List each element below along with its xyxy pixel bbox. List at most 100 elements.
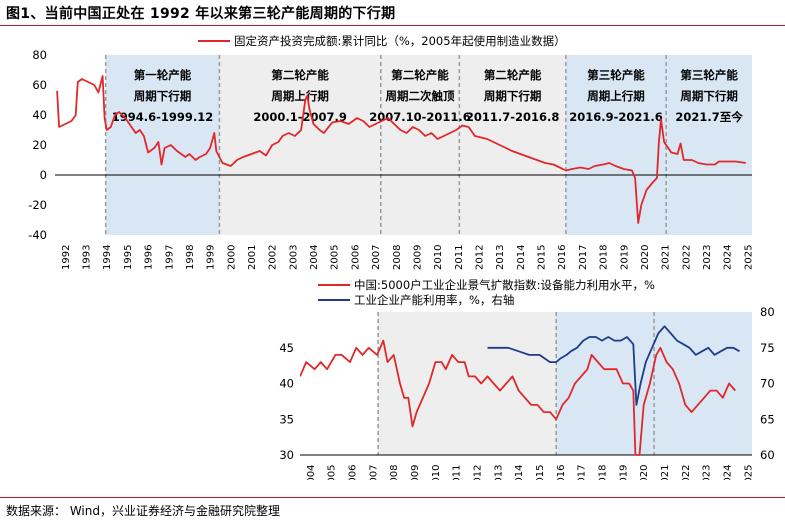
- x-tick-label: 2012: [474, 245, 485, 270]
- phase-label-line: 第二轮产能: [391, 68, 449, 82]
- legend-utilization: 工业企业产能利用率，%，右轴: [354, 293, 514, 307]
- x-tick-label: 2002: [268, 245, 279, 270]
- x-tick-label: 2022: [681, 465, 692, 481]
- x-tick-label: 2016: [556, 465, 567, 481]
- x-tick-label: 2018: [598, 465, 609, 481]
- y-tick-label: 40: [32, 108, 47, 122]
- y-right-tick-label: 65: [760, 412, 775, 426]
- y-right-tick-label: 70: [760, 377, 775, 391]
- y-tick-label: 80: [32, 48, 47, 62]
- capacity-utilization-line: [487, 325, 740, 406]
- phase-label-line: 2021.7至今: [675, 110, 743, 124]
- x-tick-label: 2023: [702, 245, 713, 270]
- x-tick-label: 1993: [82, 245, 93, 270]
- phase-shade-3: [459, 55, 566, 235]
- y-left-tick-label: 30: [279, 448, 294, 462]
- phase-label-line: 周期下行期: [134, 89, 192, 103]
- x-tick-label: 1996: [144, 245, 155, 270]
- y-tick-label: 60: [32, 78, 47, 92]
- x-tick-label: 2015: [537, 245, 548, 270]
- phase-label-line: 2011.7-2016.8: [466, 110, 560, 124]
- x-tick-label: 2024: [723, 465, 734, 481]
- x-tick-label: 2004: [306, 465, 317, 481]
- x-tick-label: 2013: [495, 245, 506, 270]
- y-right-tick-label: 60: [760, 448, 775, 462]
- phase-label-line: 周期下行期: [484, 89, 542, 103]
- source-note: 数据来源： Wind，兴业证券经济与金融研究院整理: [6, 504, 280, 518]
- x-tick-label: 2022: [681, 245, 692, 270]
- x-tick-label: 2020: [639, 465, 650, 481]
- phase-label-line: 1994.6-1999.12: [112, 110, 214, 124]
- phase-label-line: 2016.9-2021.6: [569, 110, 663, 124]
- x-tick-label: 1995: [123, 245, 134, 270]
- y-left-tick-label: 35: [279, 412, 294, 426]
- phase-shade-2: [380, 55, 460, 235]
- x-tick-label: 2006: [348, 465, 359, 481]
- x-tick-label: 1992: [61, 245, 72, 270]
- phase-shade-4: [565, 55, 667, 235]
- x-tick-label: 2001: [247, 245, 258, 270]
- x-tick-label: 2017: [577, 465, 588, 481]
- y-tick-label: -40: [28, 228, 47, 242]
- x-tick-label: 2016: [557, 245, 568, 270]
- source-rule: [0, 497, 785, 498]
- x-tick-label: 2013: [493, 465, 504, 481]
- y-right-tick-label: 80: [760, 305, 775, 319]
- investment-growth-line: [56, 75, 746, 224]
- x-tick-label: 2021: [661, 245, 672, 270]
- phase-shade-1: [219, 55, 381, 235]
- x-tick-label: 2019: [618, 465, 629, 481]
- y-left-tick-label: 40: [279, 377, 294, 391]
- phase-label-line: 周期上行期: [587, 89, 645, 103]
- x-tick-label: 2025: [743, 465, 754, 481]
- chart-capacity-utilization: 45 40 35 30 80 75 70 65 60 2004 2005 2006 2007 2008 20…: [279, 278, 775, 481]
- x-tick-label: 2005: [330, 245, 341, 270]
- x-tick-label: 2019: [619, 245, 630, 270]
- title-rule: [0, 25, 785, 26]
- y-tick-label: 0: [40, 168, 47, 182]
- x-tick-label: 2010: [433, 245, 444, 270]
- x-tick-label: 2004: [309, 245, 320, 270]
- x-tick-label: 2014: [516, 245, 527, 270]
- x-tick-label: 2008: [389, 465, 400, 481]
- legend-investment: 固定资产投资完成额:累计同比（%，2005年起使用制造业数据）: [234, 34, 566, 48]
- x-tick-label: 2007: [371, 245, 382, 270]
- figure-title: 图1、当前中国正处在 1992 年以来第三轮产能周期的下行期: [6, 6, 396, 22]
- x-tick-label: 1998: [185, 245, 196, 270]
- y-right-tick-label: 75: [760, 341, 775, 355]
- x-tick-label: 2008: [392, 245, 403, 270]
- x-tick-label: 1994: [102, 245, 113, 270]
- x-tick-label: 2011: [454, 245, 465, 270]
- x-tick-label: 2011: [452, 465, 463, 481]
- x-tick-label: 2018: [599, 245, 610, 270]
- x-tick-label: 2007: [368, 465, 379, 481]
- phase-label-line: 2007.10-2011.6: [369, 110, 471, 124]
- x-tick-label: 2014: [514, 465, 525, 481]
- phase-label-line: 第三轮产能: [680, 68, 738, 82]
- x-tick-label: 2009: [412, 245, 423, 270]
- phase-label-line: 周期上行期: [271, 89, 329, 103]
- phase-shade-0: [105, 55, 220, 235]
- x-tick-label: 2006: [350, 245, 361, 270]
- x-tick-label: 2000: [226, 245, 237, 270]
- y-tick-label: 20: [32, 138, 47, 152]
- x-tick-label: 2009: [410, 465, 421, 481]
- phase-label-line: 第一轮产能: [134, 68, 192, 82]
- x-tick-label: 2021: [660, 465, 671, 481]
- x-tick-label: 2025: [743, 245, 754, 270]
- x-tick-label: 2003: [288, 245, 299, 270]
- phase-label-line: 第二轮产能: [271, 68, 329, 82]
- phase-shade-0: [378, 312, 557, 455]
- x-tick-label: 2020: [640, 245, 651, 270]
- x-tick-label: 2017: [578, 245, 589, 270]
- x-tick-label: 2005: [327, 465, 338, 481]
- x-tick-label: 1999: [206, 245, 217, 270]
- x-tick-label: 2015: [535, 465, 546, 481]
- x-tick-label: 2012: [473, 465, 484, 481]
- phase-label-line: 2000.1-2007.9: [253, 110, 347, 124]
